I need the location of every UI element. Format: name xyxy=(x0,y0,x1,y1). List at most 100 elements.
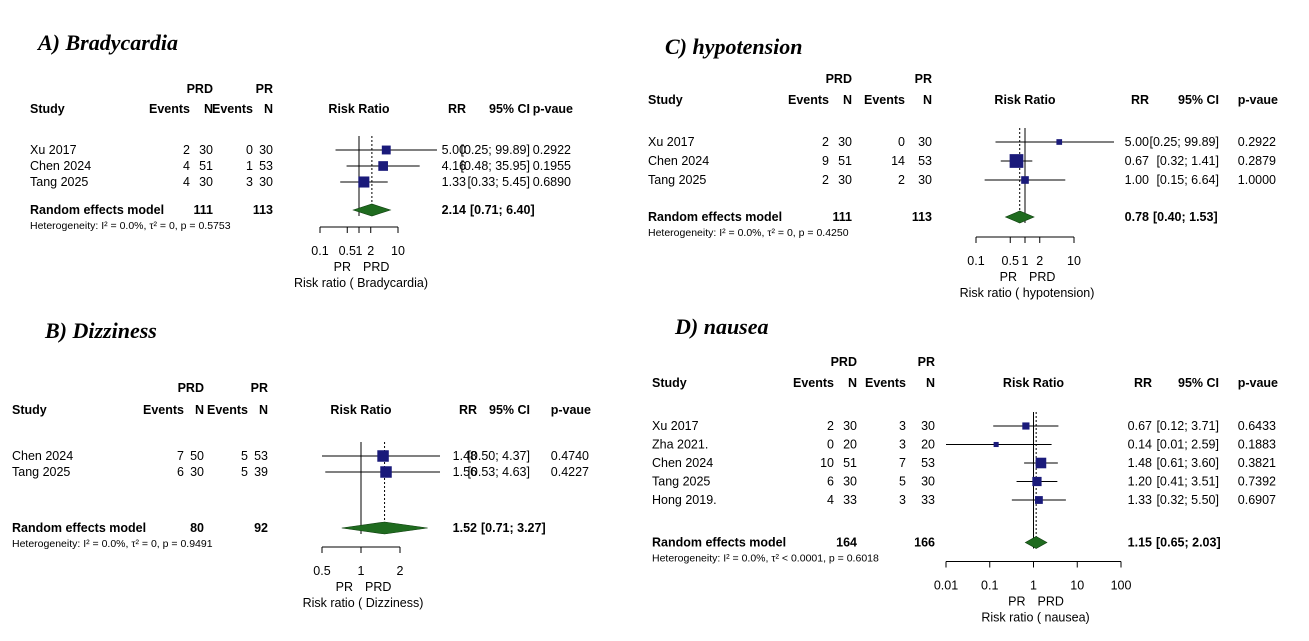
header-p-value: p-vaue xyxy=(551,403,591,417)
study-name: Chen 2024 xyxy=(30,159,91,173)
events-prd: 10 xyxy=(820,456,834,470)
header-events-pr: Events xyxy=(864,93,905,107)
heterogeneity-text: Heterogeneity: I² = 0.0%, τ² = 0, p = 0.… xyxy=(648,227,849,239)
header-study: Study xyxy=(30,102,65,116)
events-pr: 5 xyxy=(899,475,906,489)
rr-value: 1.33 xyxy=(442,175,466,189)
heterogeneity-text: Heterogeneity: I² = 0.0%, τ² = 0, p = 0.… xyxy=(30,220,231,232)
p-value: 0.2922 xyxy=(1238,135,1276,149)
header-study: Study xyxy=(652,376,687,390)
header-group-prd: PRD xyxy=(831,355,857,369)
header-risk-ratio: Risk Ratio xyxy=(994,93,1055,107)
pooled-rr-value: 2.14 xyxy=(442,203,466,217)
pooled-n-prd: 164 xyxy=(836,536,857,550)
header-rr: RR xyxy=(1131,93,1149,107)
n-pr: 53 xyxy=(259,159,273,173)
pooled-diamond xyxy=(341,521,428,535)
header-risk-ratio: Risk Ratio xyxy=(330,403,391,417)
header-risk-ratio: Risk Ratio xyxy=(328,102,389,116)
header-p-value: p-vaue xyxy=(1238,93,1278,107)
study-name: Tang 2025 xyxy=(648,173,706,187)
header-group-pr: PR xyxy=(251,381,268,395)
events-prd: 6 xyxy=(827,475,834,489)
pooled-label: Random effects model xyxy=(30,203,164,217)
p-value: 0.6433 xyxy=(1238,419,1276,433)
study-square xyxy=(1021,176,1029,184)
pooled-n-pr: 113 xyxy=(912,210,932,224)
n-prd: 30 xyxy=(199,143,213,157)
events-prd: 2 xyxy=(827,419,834,433)
header-study: Study xyxy=(648,93,683,107)
events-pr: 3 xyxy=(899,419,906,433)
n-prd: 30 xyxy=(199,175,213,189)
study-name: Chen 2024 xyxy=(652,456,713,470)
events-pr: 7 xyxy=(899,456,906,470)
pooled-n-prd: 111 xyxy=(194,203,214,217)
favours-right-label: PRD xyxy=(1038,595,1064,609)
header-group-prd: PRD xyxy=(187,82,213,96)
study-square xyxy=(381,145,391,155)
ci-value: [0.15; 6.64] xyxy=(1156,173,1219,187)
events-pr: 5 xyxy=(241,465,248,479)
study-square xyxy=(377,450,389,462)
favours-right-label: PRD xyxy=(363,260,389,274)
heterogeneity-text: Heterogeneity: I² = 0.0%, τ² = 0, p = 0.… xyxy=(12,538,213,550)
heterogeneity-text: Heterogeneity: I² = 0.0%, τ² < 0.0001, p… xyxy=(652,553,879,565)
pooled-ci-value: [0.40; 1.53] xyxy=(1153,210,1218,224)
favours-left-label: PR xyxy=(1000,270,1017,284)
x-tick-label: 0.5 xyxy=(1002,254,1019,268)
pooled-ci-value: [0.65; 2.03] xyxy=(1156,536,1221,550)
ci-value: [0.41; 3.51] xyxy=(1156,475,1219,489)
header-rr: RR xyxy=(1134,376,1152,390)
study-name: Zha 2021. xyxy=(652,438,708,452)
x-tick-label: 10 xyxy=(1067,254,1081,268)
header-n-pr: N xyxy=(259,403,268,417)
study-square xyxy=(378,161,388,171)
panel-title: A) Bradycardia xyxy=(38,30,178,55)
header-n-prd: N xyxy=(848,376,857,390)
events-prd: 4 xyxy=(183,159,190,173)
rr-value: 1.00 xyxy=(1125,173,1149,187)
events-prd: 2 xyxy=(822,135,829,149)
ci-value: [0.33; 5.45] xyxy=(467,175,530,189)
events-prd: 4 xyxy=(827,493,834,507)
header-group-prd: PRD xyxy=(178,381,204,395)
events-prd: 2 xyxy=(822,173,829,187)
n-prd: 33 xyxy=(843,493,857,507)
header-95ci: 95% CI xyxy=(489,102,530,116)
events-prd: 4 xyxy=(183,175,190,189)
x-axis-title: Risk ratio ( Bradycardia) xyxy=(294,276,428,290)
favours-right-label: PRD xyxy=(1029,270,1055,284)
p-value: 0.7392 xyxy=(1238,475,1276,489)
study-square xyxy=(1032,476,1042,487)
ci-value: [0.25; 99.89] xyxy=(1149,135,1219,149)
events-pr: 3 xyxy=(899,493,906,507)
rr-value: 1.20 xyxy=(1128,475,1152,489)
x-axis-title: Risk ratio ( nausea) xyxy=(981,611,1089,625)
header-n-prd: N xyxy=(204,102,213,116)
header-p-value: p-vaue xyxy=(533,102,573,116)
x-tick-label: 10 xyxy=(391,244,405,258)
pooled-n-pr: 92 xyxy=(254,521,268,535)
events-prd: 6 xyxy=(177,465,184,479)
header-group-prd: PRD xyxy=(826,72,852,86)
n-pr: 30 xyxy=(259,175,273,189)
n-pr: 30 xyxy=(921,475,935,489)
pooled-n-prd: 111 xyxy=(833,210,853,224)
ci-value: [0.25; 99.89] xyxy=(460,143,530,157)
ci-value: [0.32; 1.41] xyxy=(1156,154,1219,168)
pooled-rr-value: 0.78 xyxy=(1125,210,1149,224)
rr-value: 0.67 xyxy=(1125,154,1149,168)
study-name: Xu 2017 xyxy=(30,143,77,157)
header-n-pr: N xyxy=(264,102,273,116)
favours-left-label: PR xyxy=(334,260,351,274)
n-prd: 30 xyxy=(838,135,852,149)
p-value: 0.4227 xyxy=(551,465,589,479)
pooled-label: Random effects model xyxy=(12,521,146,535)
events-prd: 2 xyxy=(183,143,190,157)
ci-value: [0.01; 2.59] xyxy=(1156,438,1219,452)
n-pr: 53 xyxy=(254,449,268,463)
header-events-prd: Events xyxy=(149,102,190,116)
n-prd: 20 xyxy=(843,438,857,452)
